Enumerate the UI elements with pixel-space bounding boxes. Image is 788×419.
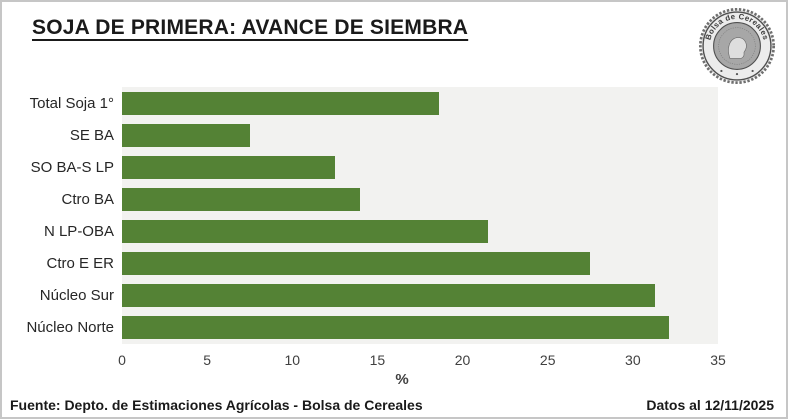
bar — [122, 284, 655, 308]
bar — [122, 155, 335, 179]
category-labels: Total Soja 1° SE BA SO BA-S LP Ctro BA N LP-… — [2, 87, 114, 344]
x-tick-label: 0 — [118, 352, 126, 368]
category-label: SO BA-S LP — [30, 158, 114, 176]
bar-row — [122, 216, 718, 248]
category-label: Ctro BA — [61, 190, 114, 208]
date-note: Datos al 12/11/2025 — [646, 397, 774, 413]
x-tick-label: 10 — [284, 352, 301, 368]
bar-row — [122, 151, 718, 183]
bar-row — [122, 248, 718, 280]
x-tick-label: 15 — [369, 352, 386, 368]
x-axis-title: % — [395, 371, 409, 388]
category-label: N LP-OBA — [43, 223, 114, 241]
chart-title: SOJA DE PRIMERA: AVANCE DE SIEMBRA — [32, 16, 469, 39]
bar — [122, 123, 250, 147]
x-tick-label: 30 — [625, 352, 641, 368]
x-tick-label: 25 — [539, 352, 556, 368]
bar-row — [122, 87, 718, 119]
category-label: Núcleo Sur — [39, 287, 114, 305]
x-axis-ticks: 0 5 10 15 20 25 30 35 — [118, 352, 726, 370]
bar — [122, 252, 591, 276]
category-label: Núcleo Norte — [26, 319, 114, 337]
category-label: Total Soja 1° — [29, 94, 114, 112]
x-tick-label: 35 — [710, 352, 726, 368]
bar — [122, 220, 489, 244]
source-note: Fuente: Depto. de Estimaciones Agrícolas… — [10, 397, 423, 413]
bar-row — [122, 183, 718, 215]
x-tick-label: 20 — [454, 352, 471, 368]
bolsa-de-cereales-logo-icon: Bolsa de Cereales — [698, 7, 776, 85]
bar-row — [122, 312, 718, 344]
bar-row — [122, 280, 718, 312]
category-label: SE BA — [69, 126, 114, 144]
plot-area — [122, 87, 718, 344]
bar — [122, 316, 669, 340]
category-label: Ctro E ER — [46, 255, 114, 273]
x-tick-label: 5 — [203, 352, 212, 368]
seal-figure-silhouette — [728, 37, 747, 59]
bar — [122, 91, 439, 115]
bar-row — [122, 119, 718, 151]
bar — [122, 187, 361, 211]
bar-rows — [122, 87, 718, 344]
